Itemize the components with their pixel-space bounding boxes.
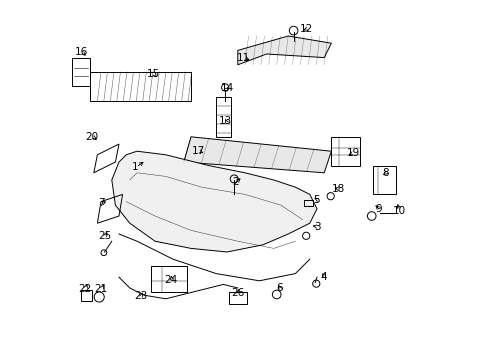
Text: 21: 21 [95, 284, 108, 294]
Polygon shape [112, 151, 317, 252]
Polygon shape [238, 36, 331, 65]
Text: 9: 9 [375, 204, 382, 214]
Text: 16: 16 [74, 47, 88, 57]
Text: 24: 24 [165, 275, 178, 285]
Text: 2: 2 [233, 177, 239, 187]
Polygon shape [184, 137, 331, 173]
Text: 11: 11 [237, 53, 250, 63]
Text: 3: 3 [314, 222, 320, 232]
Text: 14: 14 [220, 83, 234, 93]
Text: 10: 10 [393, 206, 406, 216]
Text: 17: 17 [192, 146, 205, 156]
Text: 20: 20 [85, 132, 98, 142]
Text: 7: 7 [98, 198, 104, 208]
Text: 23: 23 [134, 291, 147, 301]
Text: 22: 22 [78, 284, 92, 294]
Text: 12: 12 [299, 24, 313, 34]
Text: 5: 5 [314, 195, 320, 205]
Text: 4: 4 [321, 272, 327, 282]
Text: 18: 18 [332, 184, 345, 194]
Text: 26: 26 [231, 288, 245, 298]
Text: 8: 8 [382, 168, 389, 178]
Text: 15: 15 [147, 69, 160, 79]
Text: 6: 6 [276, 283, 283, 293]
Text: 13: 13 [219, 116, 232, 126]
Text: 19: 19 [346, 148, 360, 158]
Text: 25: 25 [98, 231, 111, 241]
Text: 1: 1 [132, 162, 139, 172]
